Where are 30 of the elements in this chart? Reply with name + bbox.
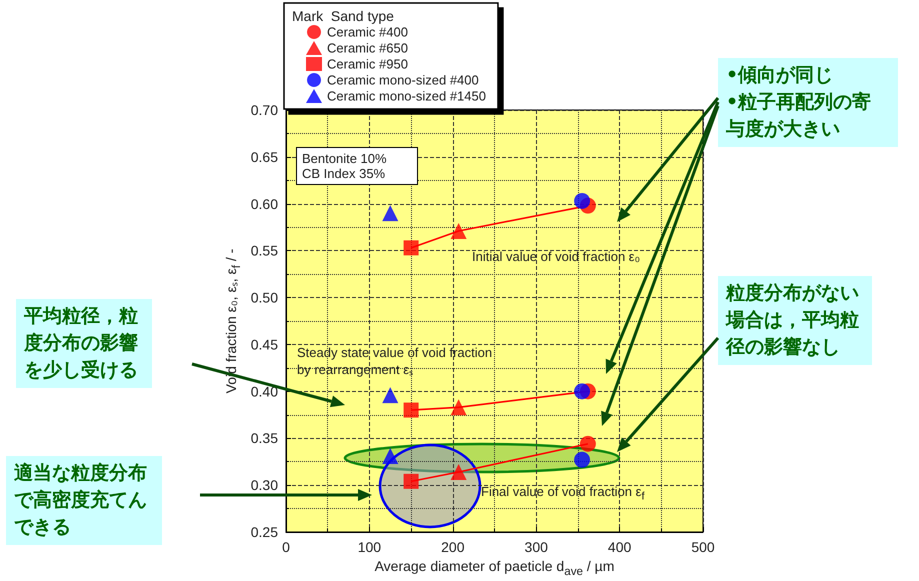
legend-label: Ceramic mono-sized #1450 [327,88,486,104]
x-tick-label: 200 [441,539,465,555]
x-tick-label: 400 [608,539,632,555]
y-tick-label: 0.50 [250,290,278,306]
y-tick-label: 0.40 [250,383,278,400]
x-tick-label: 0 [282,539,290,555]
x-axis-title: Average diameter of paeticle d$_{ave}$ / µm [374,558,616,578]
y-tick-label: 0.65 [250,148,278,165]
y-tick-label: 0.60 [250,196,278,212]
text: 平均粒径，粒度分布の影響を少し受ける [16,299,152,388]
annotation: Final value of void fraction ε$_{f}$ [481,484,644,503]
legend-title: Mark Sand type [292,8,394,24]
y-tick-label: 0.30 [250,477,278,494]
text: •傾向が同じ •粒子再配列の寄与度が大きい [718,58,898,147]
y-tick-label: 0.70 [250,102,278,118]
legend-label: Ceramic #400 [327,24,408,40]
y-tick-label: 0.55 [250,242,278,259]
legend-label: Ceramic mono-sized #400 [327,72,479,88]
text: 粒度分布がない場合は，平均粒径の影響なし [718,276,872,365]
x-tick-label: 500 [691,539,715,555]
annotation: Bentonite 10% CB Index 35% [296,147,418,185]
x-tick-label: 100 [358,539,382,555]
legend-label: Ceramic #650 [327,40,408,56]
annotation: Initial value of void fraction ε₀ [472,249,640,264]
y-tick-label: 0.45 [250,336,278,352]
y-tick-label: 0.25 [250,524,278,540]
legend-label: Ceramic #950 [327,56,408,72]
x-tick-label: 300 [524,539,548,555]
y-tick-label: 0.35 [250,430,278,446]
text: 適当な粒度分布で高密度充てんできる [6,456,162,545]
